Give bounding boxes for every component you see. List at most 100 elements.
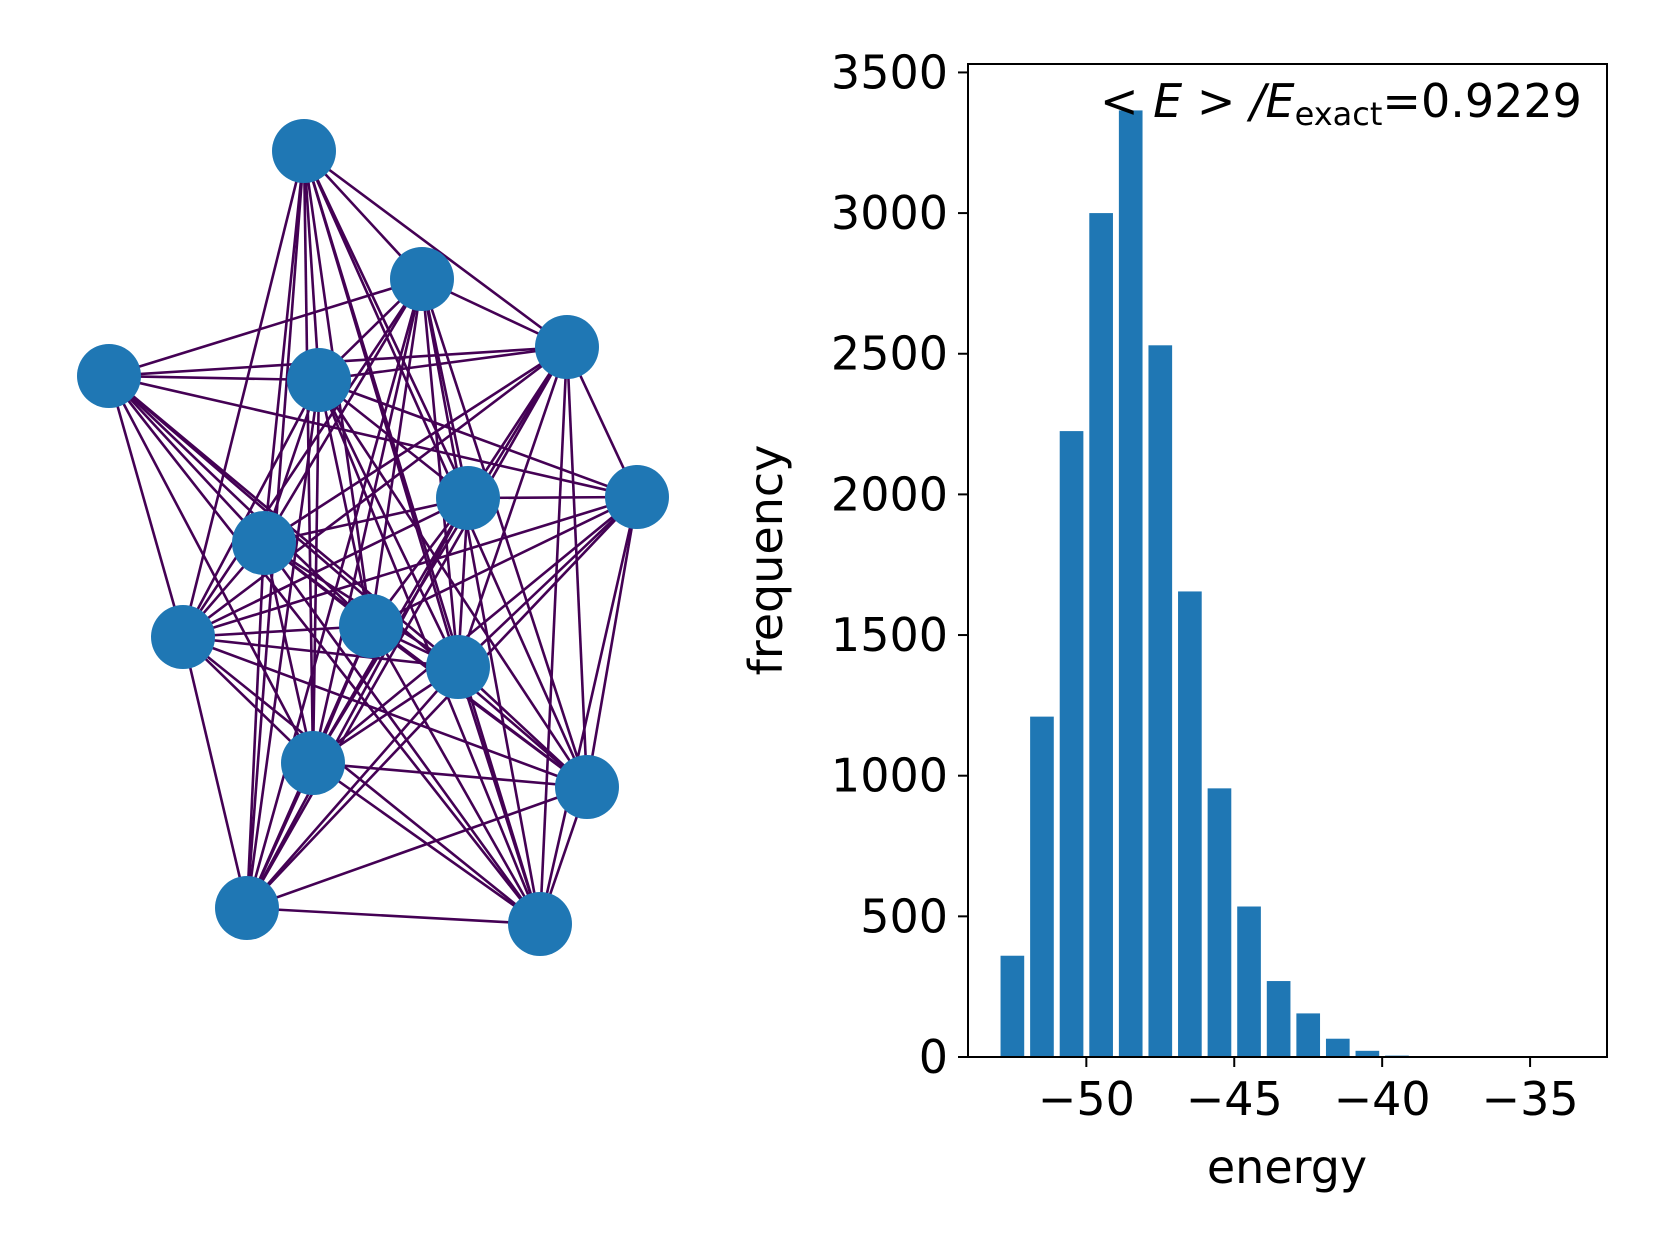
graph-edges	[107, 149, 639, 926]
histogram-bar	[1355, 1050, 1380, 1057]
histogram-bar	[1059, 431, 1084, 1057]
graph-edge	[108, 374, 320, 382]
graph-edge	[538, 346, 569, 925]
graph-edge	[182, 635, 588, 789]
graph-node	[232, 511, 296, 575]
graph-edge	[108, 375, 265, 544]
graph-edge	[107, 375, 315, 764]
histogram-bars	[1000, 110, 1409, 1058]
graph-edge	[302, 150, 321, 381]
graph-edge	[182, 345, 568, 639]
y-tick-label: 1500	[831, 608, 948, 662]
graph-node	[605, 465, 669, 529]
graph-edge	[317, 379, 589, 788]
graph-edge	[108, 374, 638, 499]
graph-node	[535, 315, 599, 379]
y-tick-label: 0	[919, 1030, 948, 1084]
graph-edge	[108, 277, 423, 378]
graph-edge	[181, 636, 249, 909]
graph-node	[77, 344, 141, 408]
graph-edge	[302, 150, 589, 788]
histogram-bar	[1178, 591, 1202, 1057]
graph-edge	[182, 495, 638, 639]
graph-edge	[181, 278, 424, 638]
graph-edge	[538, 496, 639, 925]
graph-edge	[262, 278, 424, 544]
y-tick-label: 2500	[831, 327, 948, 381]
graph-edge	[565, 346, 589, 788]
x-tick-label: −35	[1482, 1072, 1579, 1126]
x-tick-label: −40	[1334, 1072, 1431, 1126]
graph-edge	[262, 150, 306, 544]
graph-node	[215, 876, 279, 940]
graph-edge	[107, 375, 542, 925]
graph-node	[436, 466, 500, 530]
graph-edge	[246, 666, 459, 909]
graph-node	[281, 731, 345, 795]
histogram-bar	[1000, 955, 1025, 1057]
graph-edge	[108, 375, 588, 788]
histogram-bar	[1296, 1013, 1321, 1057]
graph-edge	[182, 635, 459, 669]
annotation-prefix: < E > /E	[1100, 74, 1295, 128]
graph-edge	[246, 785, 588, 910]
x-tick-label: −50	[1038, 1072, 1135, 1126]
graph-edge	[369, 278, 424, 627]
graph-edge	[456, 346, 569, 668]
graph-edge	[311, 346, 569, 764]
network-graph	[77, 119, 669, 956]
histogram-bar	[1266, 981, 1291, 1057]
y-axis-ticks: 0 500 1000 1500 2000 2500 3000 3500	[831, 45, 968, 1084]
graph-edge	[262, 542, 542, 925]
graph-edge	[317, 379, 460, 668]
graph-edge	[312, 761, 588, 789]
histogram-bar	[1089, 213, 1113, 1058]
graph-edge	[303, 149, 568, 349]
graph-edge	[456, 666, 542, 925]
histogram-bar	[1030, 716, 1054, 1057]
histogram-bar	[1118, 110, 1143, 1057]
graph-edge	[317, 379, 542, 925]
graph-edge	[263, 496, 469, 545]
graph-edge	[420, 278, 460, 668]
y-tick-label: 3000	[831, 186, 948, 240]
graph-edge	[370, 624, 588, 789]
graph-node	[508, 892, 572, 956]
graph-node	[287, 348, 351, 412]
x-tick-label: −45	[1186, 1072, 1283, 1126]
graph-edge	[246, 906, 541, 926]
y-tick-label: 3500	[831, 45, 948, 99]
graph-edge	[107, 375, 185, 638]
graph-node	[151, 605, 215, 669]
graph-edge	[182, 635, 541, 926]
graph-edge	[245, 346, 569, 909]
graph-edge	[318, 345, 568, 382]
x-axis-label: energy	[1207, 1140, 1367, 1194]
y-tick-label: 500	[860, 889, 948, 943]
graph-node	[339, 594, 403, 658]
graph-node	[426, 635, 490, 699]
plot-frame	[967, 63, 1608, 1058]
energy-histogram: 0 500 1000 1500 2000 2500 3000 3500 −50 −45 −40 −3…	[739, 45, 1608, 1194]
graph-node	[272, 119, 336, 183]
graph-edge	[182, 496, 469, 639]
graph-nodes	[77, 119, 669, 956]
graph-edge	[181, 379, 321, 638]
annotation-value: =0.9229	[1382, 74, 1582, 128]
graph-edge	[245, 278, 424, 909]
graph-edge	[370, 495, 638, 628]
graph-node	[390, 247, 454, 311]
graph-edge	[245, 379, 321, 909]
histogram-bar	[1237, 906, 1261, 1057]
y-axis-label: frequency	[739, 445, 793, 676]
histogram-bar	[1207, 788, 1232, 1057]
histogram-bar	[1148, 345, 1173, 1058]
ratio-annotation: < E > /Eexact=0.9229	[1100, 74, 1582, 133]
y-tick-label: 1000	[831, 749, 948, 803]
graph-edge	[317, 379, 373, 627]
y-tick-label: 2000	[831, 467, 948, 521]
graph-edge	[312, 495, 638, 765]
graph-edge	[246, 496, 638, 909]
graph-edge	[318, 378, 638, 499]
histogram-bar	[1325, 1038, 1350, 1057]
